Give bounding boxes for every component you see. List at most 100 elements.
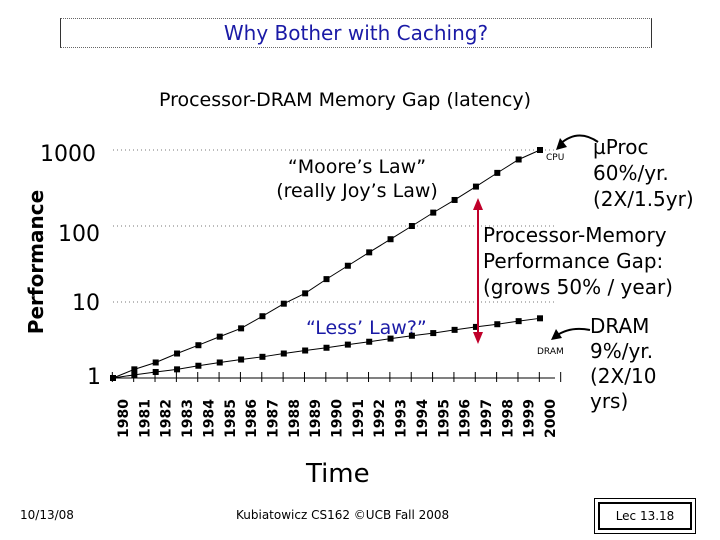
point-cpu-1999 (515, 156, 522, 163)
point-dram-1980 (110, 375, 116, 381)
lecture-number-badge: Lec 13.18 (594, 498, 696, 534)
point-dram-1985 (216, 359, 223, 366)
point-cpu-1984 (195, 342, 202, 349)
point-dram-1991 (344, 341, 351, 348)
gap-line-3: (grows 50% / year) (483, 275, 673, 299)
xtick-label-1983: 1983 (180, 399, 196, 438)
ytick-1: 1 (87, 365, 101, 390)
dram-line-2: 9%/yr. (590, 339, 654, 363)
less-law-note: “Less’ Law?” (306, 317, 427, 339)
point-dram-1993 (387, 335, 394, 342)
point-cpu-1996 (451, 196, 458, 203)
xtick-label-2000: 2000 (543, 399, 559, 438)
point-dram-1987 (259, 353, 266, 360)
point-dram-1995 (430, 330, 437, 337)
xtick-label-1985: 1985 (223, 399, 239, 438)
x-axis-label: Time (306, 459, 370, 489)
xtick-label-1991: 1991 (351, 399, 367, 438)
dram-line-3: (2X/10 (590, 364, 657, 388)
ytick-100: 100 (58, 222, 100, 247)
dram-pointer (555, 327, 591, 337)
point-dram-1983 (174, 366, 181, 373)
xtick-label-1990: 1990 (330, 399, 346, 438)
ytick-10: 10 (72, 291, 100, 316)
footer-date: 10/13/08 (20, 508, 74, 522)
point-dram-1994 (408, 332, 415, 339)
point-dram-1996 (451, 326, 458, 333)
grid-layer (111, 149, 562, 382)
dram-line-4: yrs) (590, 389, 629, 413)
uproc-note: µProc 60%/yr. (2X/1.5yr) (593, 134, 694, 212)
point-dram-1998 (494, 321, 501, 328)
dram-note: DRAM 9%/yr. (2X/10 yrs) (590, 314, 656, 414)
point-cpu-1988 (280, 300, 287, 307)
xtick-layer: 1980 1981 1982 1983 1984 1985 1986 1987 1988 1989… (116, 399, 559, 438)
uproc-pointer (559, 134, 599, 145)
point-cpu-1995 (430, 209, 437, 216)
gap-arrow-head-bottom (473, 332, 483, 344)
xtick-label-1995: 1995 (436, 399, 452, 438)
point-cpu-2000 (537, 147, 543, 153)
point-dram-1981 (131, 371, 138, 378)
footer-course: Kubiatowicz CS162 ©UCB Fall 2008 (236, 508, 450, 522)
cpu-series-label: CPU (546, 153, 565, 163)
dram-pointer-head (551, 329, 562, 340)
gap-line-2: Performance Gap: (483, 249, 664, 273)
arrow-layer (473, 134, 599, 344)
point-dram-1992 (366, 338, 373, 345)
xtick-label-1992: 1992 (372, 399, 388, 438)
xtick-label-1984: 1984 (201, 399, 217, 438)
moore-law-note: “Moore’s Law” (really Joy’s Law) (257, 155, 457, 203)
xtick-label-1997: 1997 (479, 399, 495, 438)
dram-series-label: DRAM (537, 347, 564, 357)
point-cpu-1997 (472, 183, 479, 190)
gap-note: Processor-Memory Performance Gap: (grows… (483, 222, 673, 300)
xtick-label-1980: 1980 (116, 399, 132, 438)
xtick-label-1994: 1994 (415, 399, 431, 438)
xtick-label-1996: 1996 (458, 399, 474, 438)
point-cpu-1998 (494, 169, 501, 176)
moore-line-1: “Moore’s Law” (287, 156, 427, 178)
ytick-1000: 1000 (40, 142, 96, 167)
point-cpu-1983 (174, 350, 181, 357)
point-cpu-1981 (131, 366, 138, 373)
uproc-line-2: 60%/yr. (593, 161, 669, 185)
slide-title: Why Bother with Caching? (60, 18, 652, 48)
xtick-label-1999: 1999 (522, 399, 538, 438)
point-dram-1988 (280, 350, 287, 357)
dram-line-1: DRAM (590, 314, 650, 338)
gap-arrow-head-top (473, 198, 483, 210)
point-dram-1986 (238, 356, 245, 363)
xtick-label-1989: 1989 (308, 399, 324, 438)
xtick-label-1986: 1986 (244, 399, 260, 438)
chart-subtitle: Processor-DRAM Memory Gap (latency) (158, 89, 532, 111)
gap-line-1: Processor-Memory (483, 223, 667, 247)
xtick-label-1998: 1998 (500, 399, 516, 438)
point-cpu-1985 (216, 333, 223, 340)
xtick-label-1982: 1982 (159, 399, 175, 438)
point-dram-1997 (472, 323, 479, 330)
point-cpu-1982 (152, 359, 159, 366)
point-cpu-1993 (387, 236, 394, 243)
point-cpu-1992 (366, 249, 373, 256)
point-cpu-1994 (408, 223, 415, 229)
uproc-line-3: (2X/1.5yr) (593, 187, 694, 211)
xtick-label-1981: 1981 (137, 399, 153, 438)
moore-line-2: (really Joy’s Law) (276, 180, 438, 202)
point-dram-1989 (302, 347, 309, 354)
point-cpu-1991 (344, 262, 351, 269)
uproc-pointer-head (556, 138, 567, 150)
xtick-label-1993: 1993 (394, 399, 410, 438)
point-dram-1982 (152, 368, 159, 375)
xtick-label-1987: 1987 (265, 399, 281, 438)
point-cpu-1990 (323, 276, 330, 283)
xtick-label-1988: 1988 (287, 399, 303, 438)
point-dram-1999 (515, 318, 522, 325)
uproc-line-1: µProc (593, 135, 649, 159)
point-cpu-1989 (302, 290, 309, 297)
point-cpu-1987 (259, 313, 266, 320)
point-dram-1984 (195, 362, 202, 369)
point-dram-1990 (323, 344, 330, 351)
point-dram-2000 (537, 315, 543, 322)
